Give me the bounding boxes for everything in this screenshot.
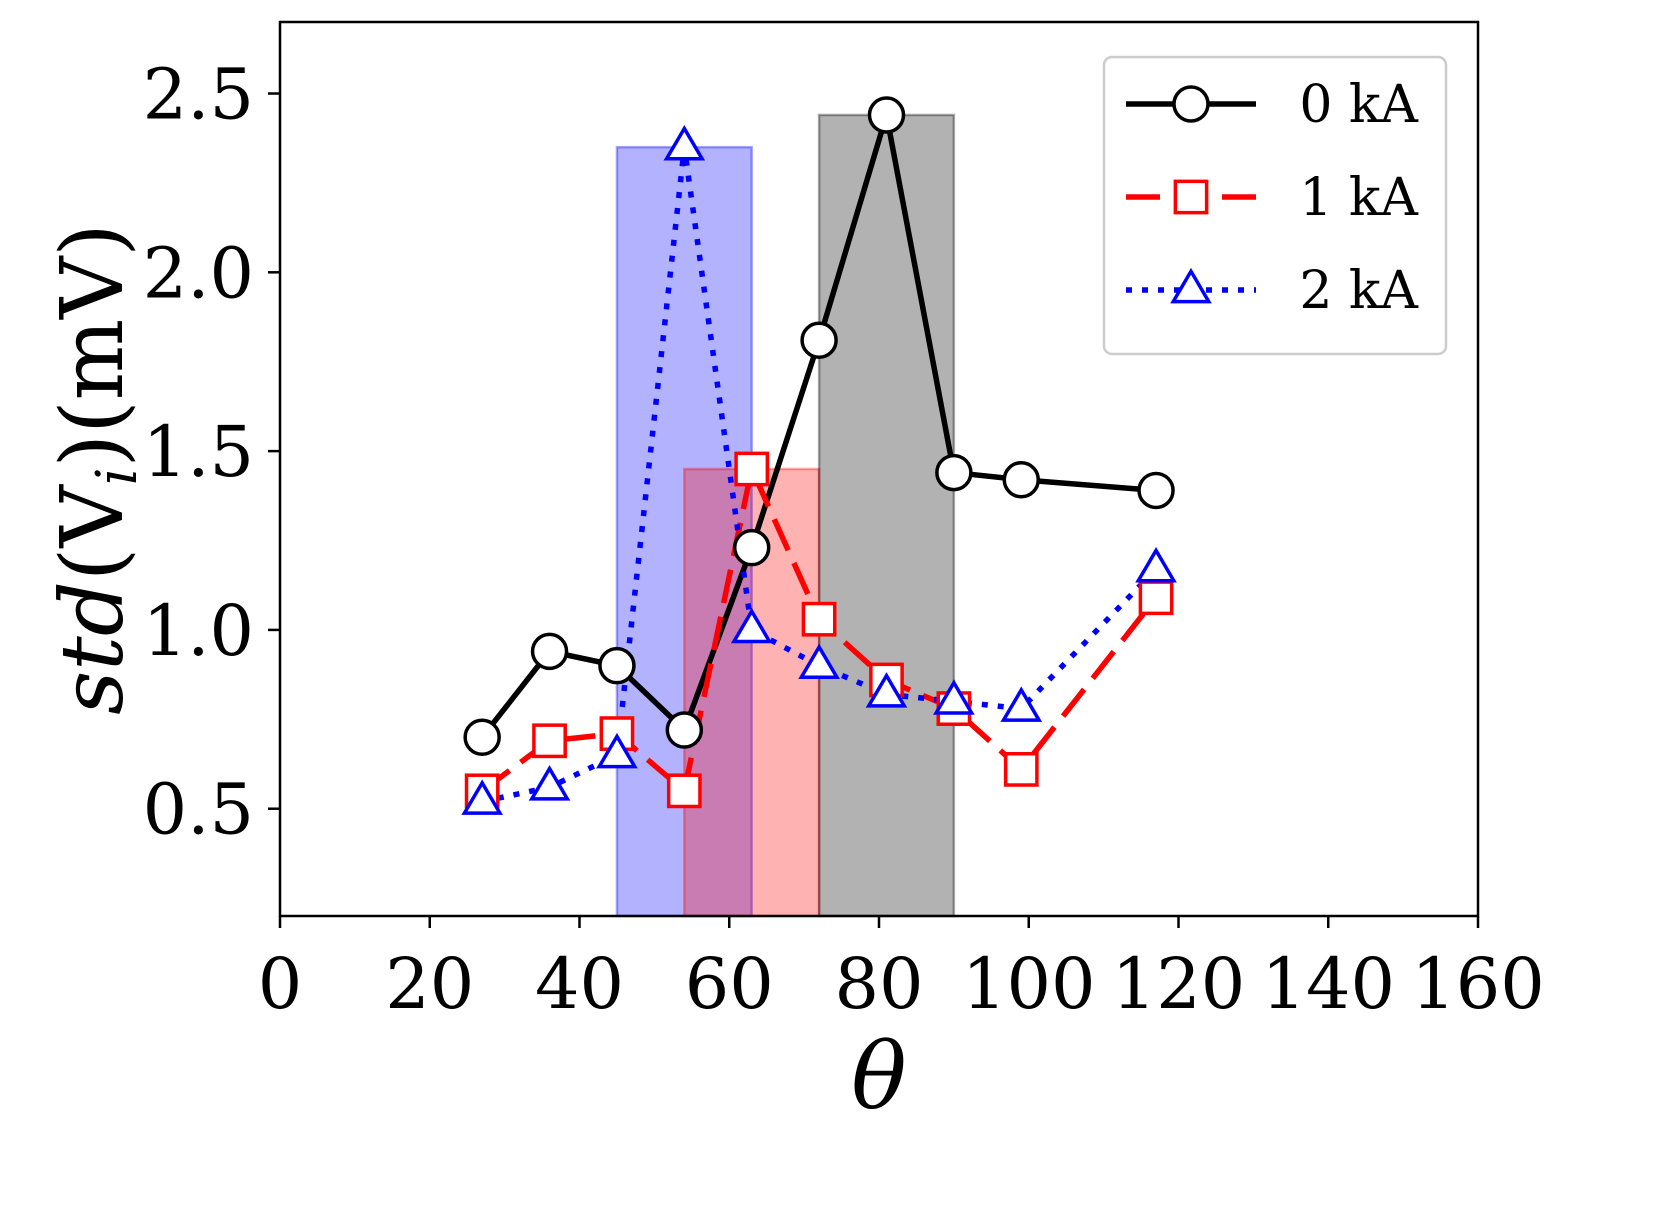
series-line-0ka <box>479 112 1157 739</box>
legend-label-2ka: 2 kA <box>1299 261 1419 321</box>
data-point-0ka <box>530 632 569 671</box>
y-axis-title-subscript: i <box>85 467 150 485</box>
series-lines <box>479 112 1159 805</box>
y-axis-title-close: )(mV) <box>43 223 143 467</box>
shaded-region-0ka <box>817 113 956 918</box>
x-tick-label: 60 <box>685 943 774 1025</box>
data-point-0ka <box>463 718 501 756</box>
data-point-2ka <box>528 765 571 801</box>
y-axis-title-std: std <box>43 581 143 715</box>
data-point-1ka <box>666 773 702 809</box>
data-point-0ka <box>935 453 973 492</box>
x-tick-label: 100 <box>962 943 1096 1025</box>
data-point-2ka <box>730 607 773 644</box>
data-point-0ka <box>1137 471 1175 510</box>
data-point-2ka <box>865 672 908 708</box>
x-tick-label: 120 <box>1112 943 1246 1025</box>
data-point-1ka <box>734 451 770 487</box>
data-point-1ka <box>1138 580 1174 616</box>
data-point-0ka <box>665 711 704 749</box>
data-point-0ka <box>867 96 906 134</box>
x-axis-title: θ <box>851 1023 906 1130</box>
legend-label-1ka: 1 kA <box>1299 168 1419 228</box>
data-point-2ka <box>663 125 706 161</box>
x-axis: 0 20 40 60 80 100 120 140 160 <box>258 916 1545 1025</box>
y-tick-label: 1.0 <box>143 590 254 672</box>
data-point-2ka <box>1135 546 1177 583</box>
data-point-2ka <box>933 679 975 715</box>
legend-label-0ka: 0 kA <box>1299 75 1419 135</box>
data-point-0ka <box>598 646 636 685</box>
data-point-1ka <box>801 601 837 637</box>
x-tick-label: 40 <box>535 943 624 1025</box>
legend-marker-0ka <box>1172 85 1210 123</box>
data-point-2ka <box>596 732 638 769</box>
data-point-2ka <box>1000 686 1043 722</box>
data-point-0ka <box>732 528 771 567</box>
data-point-0ka <box>800 321 838 360</box>
y-axis-title-open: (V <box>43 484 143 582</box>
x-tick-label: 140 <box>1261 943 1395 1025</box>
data-point-1ka <box>532 723 567 759</box>
data-point-1ka <box>1003 751 1039 787</box>
y-tick-label: 1.5 <box>143 411 254 493</box>
svg-text:std(Vi)(mV): std(Vi)(mV) <box>43 223 150 715</box>
series-line-1ka <box>480 466 1159 794</box>
data-point-0ka <box>1002 460 1041 499</box>
data-point-2ka <box>461 779 503 815</box>
series-line-2ka <box>481 144 1159 805</box>
x-tick-label: 20 <box>385 943 474 1025</box>
y-tick-label: 2.5 <box>143 54 254 136</box>
x-tick-label: 160 <box>1411 943 1545 1025</box>
series-markers <box>461 96 1177 815</box>
legend-marker-2ka <box>1170 267 1212 304</box>
y-axis-title: std(Vi)(mV) <box>43 223 150 715</box>
legend: 0 kA 1 kA 2 kA <box>1102 55 1448 356</box>
x-tick-label: 0 <box>258 943 303 1025</box>
y-tick-label: 0.5 <box>143 769 254 851</box>
legend-marker-1ka <box>1173 179 1209 215</box>
data-point-2ka <box>798 643 840 680</box>
y-axis: 0.5 1.0 1.5 2.0 2.5 <box>143 54 280 851</box>
x-tick-label: 80 <box>834 943 923 1025</box>
y-tick-label: 2.0 <box>143 232 254 314</box>
